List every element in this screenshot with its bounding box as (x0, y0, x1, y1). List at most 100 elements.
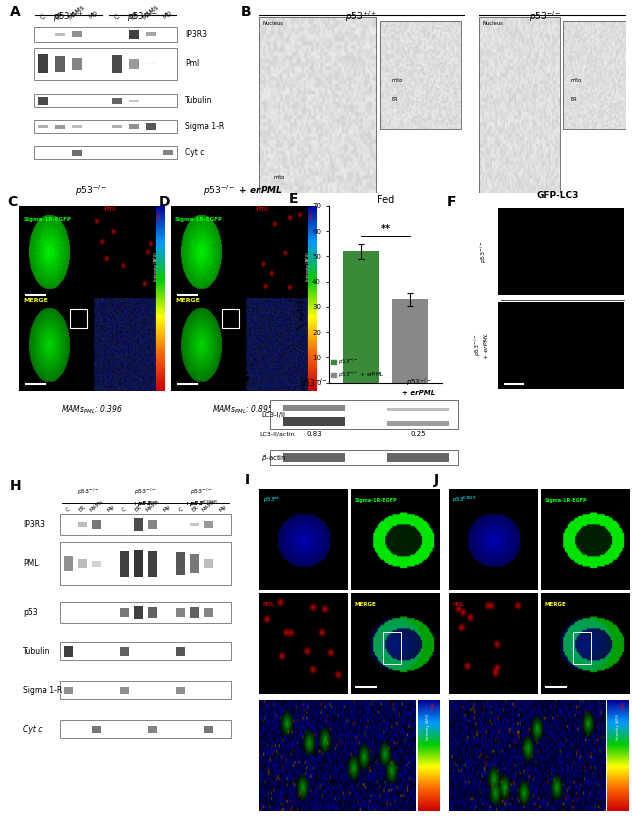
Bar (120, 551, 129, 577)
Text: PML: PML (263, 602, 275, 607)
Text: Cyt c: Cyt c (23, 725, 43, 734)
Bar (205, 559, 213, 568)
Text: Mp: Mp (218, 504, 228, 514)
Text: Nucleus: Nucleus (483, 21, 504, 26)
Text: Sigma-1R-EGFP: Sigma-1R-EGFP (175, 216, 223, 221)
Bar (149, 726, 157, 733)
Bar (176, 687, 185, 694)
Text: Tubulin: Tubulin (23, 647, 51, 656)
Bar (112, 54, 122, 73)
Bar (149, 607, 157, 618)
Bar (55, 124, 65, 129)
Bar (387, 421, 449, 425)
Text: ER: ER (190, 504, 199, 514)
Text: ER: ER (78, 504, 87, 514)
Text: Tubulin: Tubulin (185, 96, 212, 105)
Text: Sigma 1-R: Sigma 1-R (185, 123, 224, 131)
Bar (38, 125, 48, 128)
Text: ER: ER (129, 10, 139, 21)
Bar (92, 560, 101, 566)
Text: Intensity (AFU): Intensity (AFU) (616, 714, 620, 740)
Text: mito: mito (391, 78, 403, 83)
Text: Intensity (AFU): Intensity (AFU) (427, 714, 430, 740)
Text: PML: PML (432, 700, 436, 709)
Bar (563, 21, 626, 128)
Text: Pml: Pml (255, 207, 268, 212)
Text: $p53^{+/+}$: $p53^{+/+}$ (53, 9, 83, 24)
Text: $p53^{+/+}$: $p53^{+/+}$ (346, 9, 378, 24)
Text: MAMs: MAMs (68, 3, 86, 21)
Bar (64, 556, 73, 571)
Text: Pml: Pml (103, 207, 116, 212)
Bar (146, 63, 156, 64)
Bar (190, 555, 199, 573)
Bar (38, 97, 48, 105)
Bar (38, 54, 48, 73)
Bar (205, 608, 213, 616)
Text: MAMs: MAMs (89, 500, 104, 514)
Text: MAMs: MAMs (142, 3, 160, 21)
Bar (112, 98, 122, 104)
Text: J: J (434, 472, 439, 486)
Bar (176, 552, 185, 575)
Text: IP3R3: IP3R3 (23, 520, 46, 529)
Text: H: H (10, 479, 21, 493)
Bar (33, 146, 177, 159)
Bar (78, 523, 87, 527)
Bar (61, 514, 231, 535)
Bar (64, 687, 73, 694)
Text: p53: p53 (23, 608, 38, 617)
Bar (120, 647, 129, 656)
Bar (283, 405, 345, 412)
Text: MERGE: MERGE (355, 602, 376, 607)
Text: Sigma 1-R: Sigma 1-R (23, 686, 63, 695)
Text: Nucleus: Nucleus (263, 21, 284, 26)
Bar (497, 207, 624, 295)
Bar (55, 33, 65, 35)
Bar (129, 58, 139, 69)
Text: mito: mito (274, 174, 285, 179)
Text: $p53^{-/-}$: $p53^{-/-}$ (479, 239, 489, 263)
Bar (162, 150, 173, 156)
Text: $p53^{-/-}$: $p53^{-/-}$ (127, 9, 157, 24)
Text: $\beta$-actin: $\beta$-actin (262, 453, 287, 463)
Text: $p53^{-/-}$: $p53^{-/-}$ (75, 184, 108, 198)
Bar (120, 687, 129, 694)
Text: MERGE: MERGE (23, 298, 48, 303)
Bar (112, 125, 122, 128)
Bar (33, 27, 177, 42)
Y-axis label: % autophagic cells: % autophagic cells (298, 258, 307, 330)
Text: Mp: Mp (162, 9, 173, 21)
Text: F: F (446, 195, 456, 209)
Bar (33, 120, 177, 133)
Text: Intensity (AFU): Intensity (AFU) (154, 252, 159, 281)
Text: mito: mito (571, 78, 582, 83)
Bar (70, 309, 87, 328)
Bar (61, 643, 231, 660)
Bar (61, 681, 231, 700)
Bar (380, 21, 461, 128)
Bar (573, 632, 591, 664)
Bar (283, 417, 345, 425)
Text: Mp: Mp (162, 504, 171, 514)
Legend: $p53^{-/-}$, $p53^{-/-}$ + erPML: $p53^{-/-}$, $p53^{-/-}$ + erPML (331, 356, 384, 380)
Text: $p53^{wt}$: $p53^{wt}$ (263, 495, 280, 504)
Text: I: I (245, 472, 250, 486)
Bar (176, 608, 185, 616)
Bar (392, 300, 428, 383)
Bar (479, 17, 560, 193)
Bar (135, 550, 143, 577)
Text: GFP-LC3: GFP-LC3 (536, 191, 579, 200)
Text: C: C (121, 507, 128, 514)
Text: MAMs: MAMs (201, 500, 217, 514)
Text: $p53^{-/-}$
+ erPML: $p53^{-/-}$ + erPML (402, 376, 435, 396)
Text: Sigma-1R-EGFP: Sigma-1R-EGFP (355, 498, 397, 503)
Bar (190, 523, 199, 527)
Text: Mp: Mp (88, 9, 99, 21)
Bar (283, 453, 345, 462)
Text: $p53^{-/-}$ + erPML: $p53^{-/-}$ + erPML (204, 184, 283, 198)
Bar (33, 48, 177, 80)
Bar (149, 520, 157, 528)
Text: PML: PML (453, 602, 465, 607)
Bar (61, 720, 231, 738)
